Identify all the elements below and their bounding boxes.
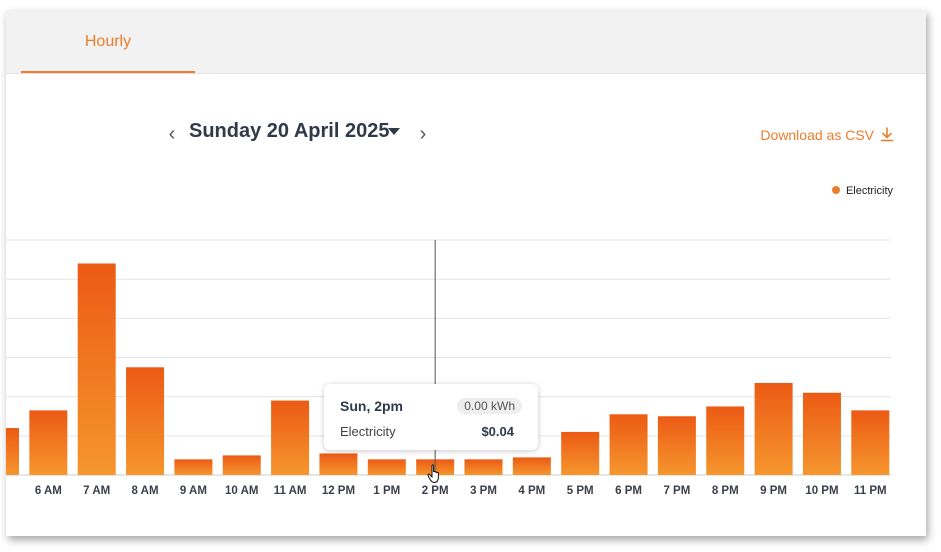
x-tick-label: 8 AM — [132, 485, 159, 497]
bar-12-pm[interactable] — [319, 453, 358, 475]
chart-legend: Electricity — [831, 185, 893, 197]
x-tick-label: 4 PM — [518, 485, 545, 497]
x-tick-label: 6 AM — [35, 485, 62, 497]
bar-9-pm[interactable] — [754, 382, 793, 475]
x-tick-label: 10 AM — [225, 485, 258, 497]
download-icon — [880, 127, 894, 145]
bar-8-am[interactable] — [126, 367, 165, 475]
x-tick-label: 2 PM — [422, 485, 449, 497]
bar-10-am[interactable] — [222, 455, 261, 475]
x-tick-label: 9 AM — [180, 485, 207, 497]
x-tick-label: 6 PM — [615, 485, 642, 497]
caret-down-icon[interactable] — [388, 128, 400, 135]
bar-3-pm[interactable] — [464, 459, 503, 475]
bar-7-am[interactable] — [77, 263, 116, 476]
bar-9-am[interactable] — [174, 459, 213, 475]
x-tick-label: 11 PM — [854, 485, 887, 497]
bar-10-pm[interactable] — [802, 392, 841, 475]
bar-5-am[interactable] — [6, 428, 19, 475]
x-tick-label: 12 PM — [322, 485, 355, 497]
bar-8-pm[interactable] — [706, 406, 745, 475]
x-tick-label: 3 PM — [470, 485, 497, 497]
hand-pointer-cursor-icon — [427, 464, 443, 484]
tooltip-kwh-badge: 0.00 kWh — [457, 398, 522, 414]
bar-11-am[interactable] — [271, 400, 310, 475]
x-tick-label: 10 PM — [805, 485, 838, 497]
x-tick-label: 5 PM — [567, 485, 594, 497]
bar-4-pm[interactable] — [512, 457, 551, 475]
tab-bar: Hourly — [6, 10, 926, 74]
legend-label: Electricity — [845, 185, 893, 197]
bar-11-pm[interactable] — [851, 410, 890, 475]
x-tick-label: 11 AM — [274, 485, 307, 497]
screenshot-sheet: Hourly ‹ Sunday 20 April 2025 › Download… — [6, 10, 926, 536]
bar-7-pm[interactable] — [657, 416, 696, 475]
prev-day-chevron-icon[interactable]: ‹ — [168, 123, 176, 145]
next-day-chevron-icon[interactable]: › — [419, 123, 427, 145]
tooltip-cost-value: $0.04 — [481, 424, 514, 439]
bar-1-pm[interactable] — [367, 459, 406, 475]
x-tick-label: 9 PM — [760, 485, 787, 497]
download-csv-button[interactable]: Download as CSV — [760, 127, 894, 145]
bar-5-pm[interactable] — [561, 431, 600, 475]
tooltip-series-label: Electricity — [340, 424, 396, 439]
bar-6-am[interactable] — [29, 410, 68, 475]
x-tick-label: 7 PM — [663, 485, 690, 497]
tooltip-title: Sun, 2pm — [340, 398, 404, 414]
download-csv-label: Download as CSV — [760, 127, 874, 143]
x-tick-label: 7 AM — [83, 485, 110, 497]
x-tick-label: 8 PM — [712, 485, 739, 497]
tab-hourly[interactable]: Hourly — [21, 10, 195, 73]
chart-tooltip: Sun, 2pm 0.00 kWh Electricity $0.04 — [324, 384, 538, 450]
x-tick-label: 1 PM — [373, 485, 400, 497]
date-selector[interactable]: Sunday 20 April 2025 — [189, 120, 390, 142]
legend-dot-icon — [831, 186, 840, 194]
bar-6-pm[interactable] — [609, 414, 648, 475]
